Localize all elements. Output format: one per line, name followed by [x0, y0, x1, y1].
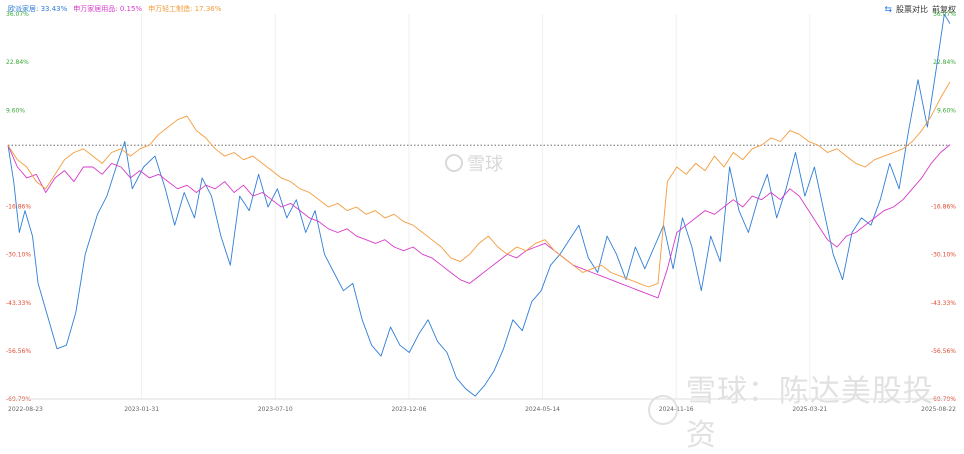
x-tick-label: 2022-08-23	[8, 406, 43, 413]
watermark-bottom: 雪球：陈达美股投资	[648, 366, 964, 454]
y-tick-label-left: 36.07%	[6, 11, 29, 18]
series-line-0	[7, 13, 951, 397]
y-tick-label-right: 22.84%	[933, 59, 956, 66]
y-tick-label-left: -30.10%	[6, 252, 31, 259]
adjust-button[interactable]: 前复权	[932, 5, 956, 14]
exchange-icon[interactable]: ⇆	[884, 4, 892, 15]
snowball-logo-icon	[445, 154, 463, 172]
legend-item-1[interactable]: 申万家居用品: 0.15%	[73, 5, 143, 13]
chart-toolbar: ⇆ 股票对比 前复权	[884, 4, 956, 15]
x-tick-label: 2025-08-22	[921, 406, 956, 413]
x-tick-label: 2025-03-21	[792, 406, 827, 413]
x-tick-label: 2023-07-10	[258, 406, 293, 413]
x-tick-label: 2023-01-31	[124, 406, 159, 413]
compare-button[interactable]: 股票对比	[896, 5, 928, 14]
legend-item-0[interactable]: 欧派家居: 33.43%	[8, 5, 68, 13]
y-tick-label-left: 9.60%	[6, 107, 25, 114]
y-tick-label-left: 22.84%	[6, 59, 29, 66]
y-tick-label-right: -56.56%	[931, 348, 956, 355]
y-tick-label-left: -16.86%	[6, 204, 31, 211]
watermark-bottom-text: 雪球：陈达美股投资	[685, 374, 934, 453]
y-tick-label-right: -30.10%	[931, 252, 956, 259]
y-tick-label-left: -43.33%	[6, 300, 31, 307]
watermark-center-text: 雪球	[467, 154, 503, 175]
snowball-logo-icon-large	[648, 395, 678, 425]
line-chart: 2022-08-23 2023-01-31 2023-07-10 2023-12-06…	[6, 11, 956, 413]
legend-item-2[interactable]: 申万轻工制造: 17.36%	[148, 5, 222, 13]
series-line-2	[7, 81, 951, 288]
y-tick-label-right: 9.60%	[937, 107, 956, 114]
x-tick-label: 2024-05-14	[525, 406, 560, 413]
y-tick-label-right: -43.33%	[931, 300, 956, 307]
watermark-center: 雪球	[445, 150, 503, 176]
x-tick-label: 2023-12-06	[391, 406, 426, 413]
y-tick-label-right: -16.86%	[931, 204, 956, 211]
y-tick-label-left: -56.56%	[6, 348, 31, 355]
series-line-1	[7, 144, 951, 299]
chart-legend: 欧派家居: 33.43% 申万家居用品: 0.15% 申万轻工制造: 17.36…	[8, 4, 221, 14]
